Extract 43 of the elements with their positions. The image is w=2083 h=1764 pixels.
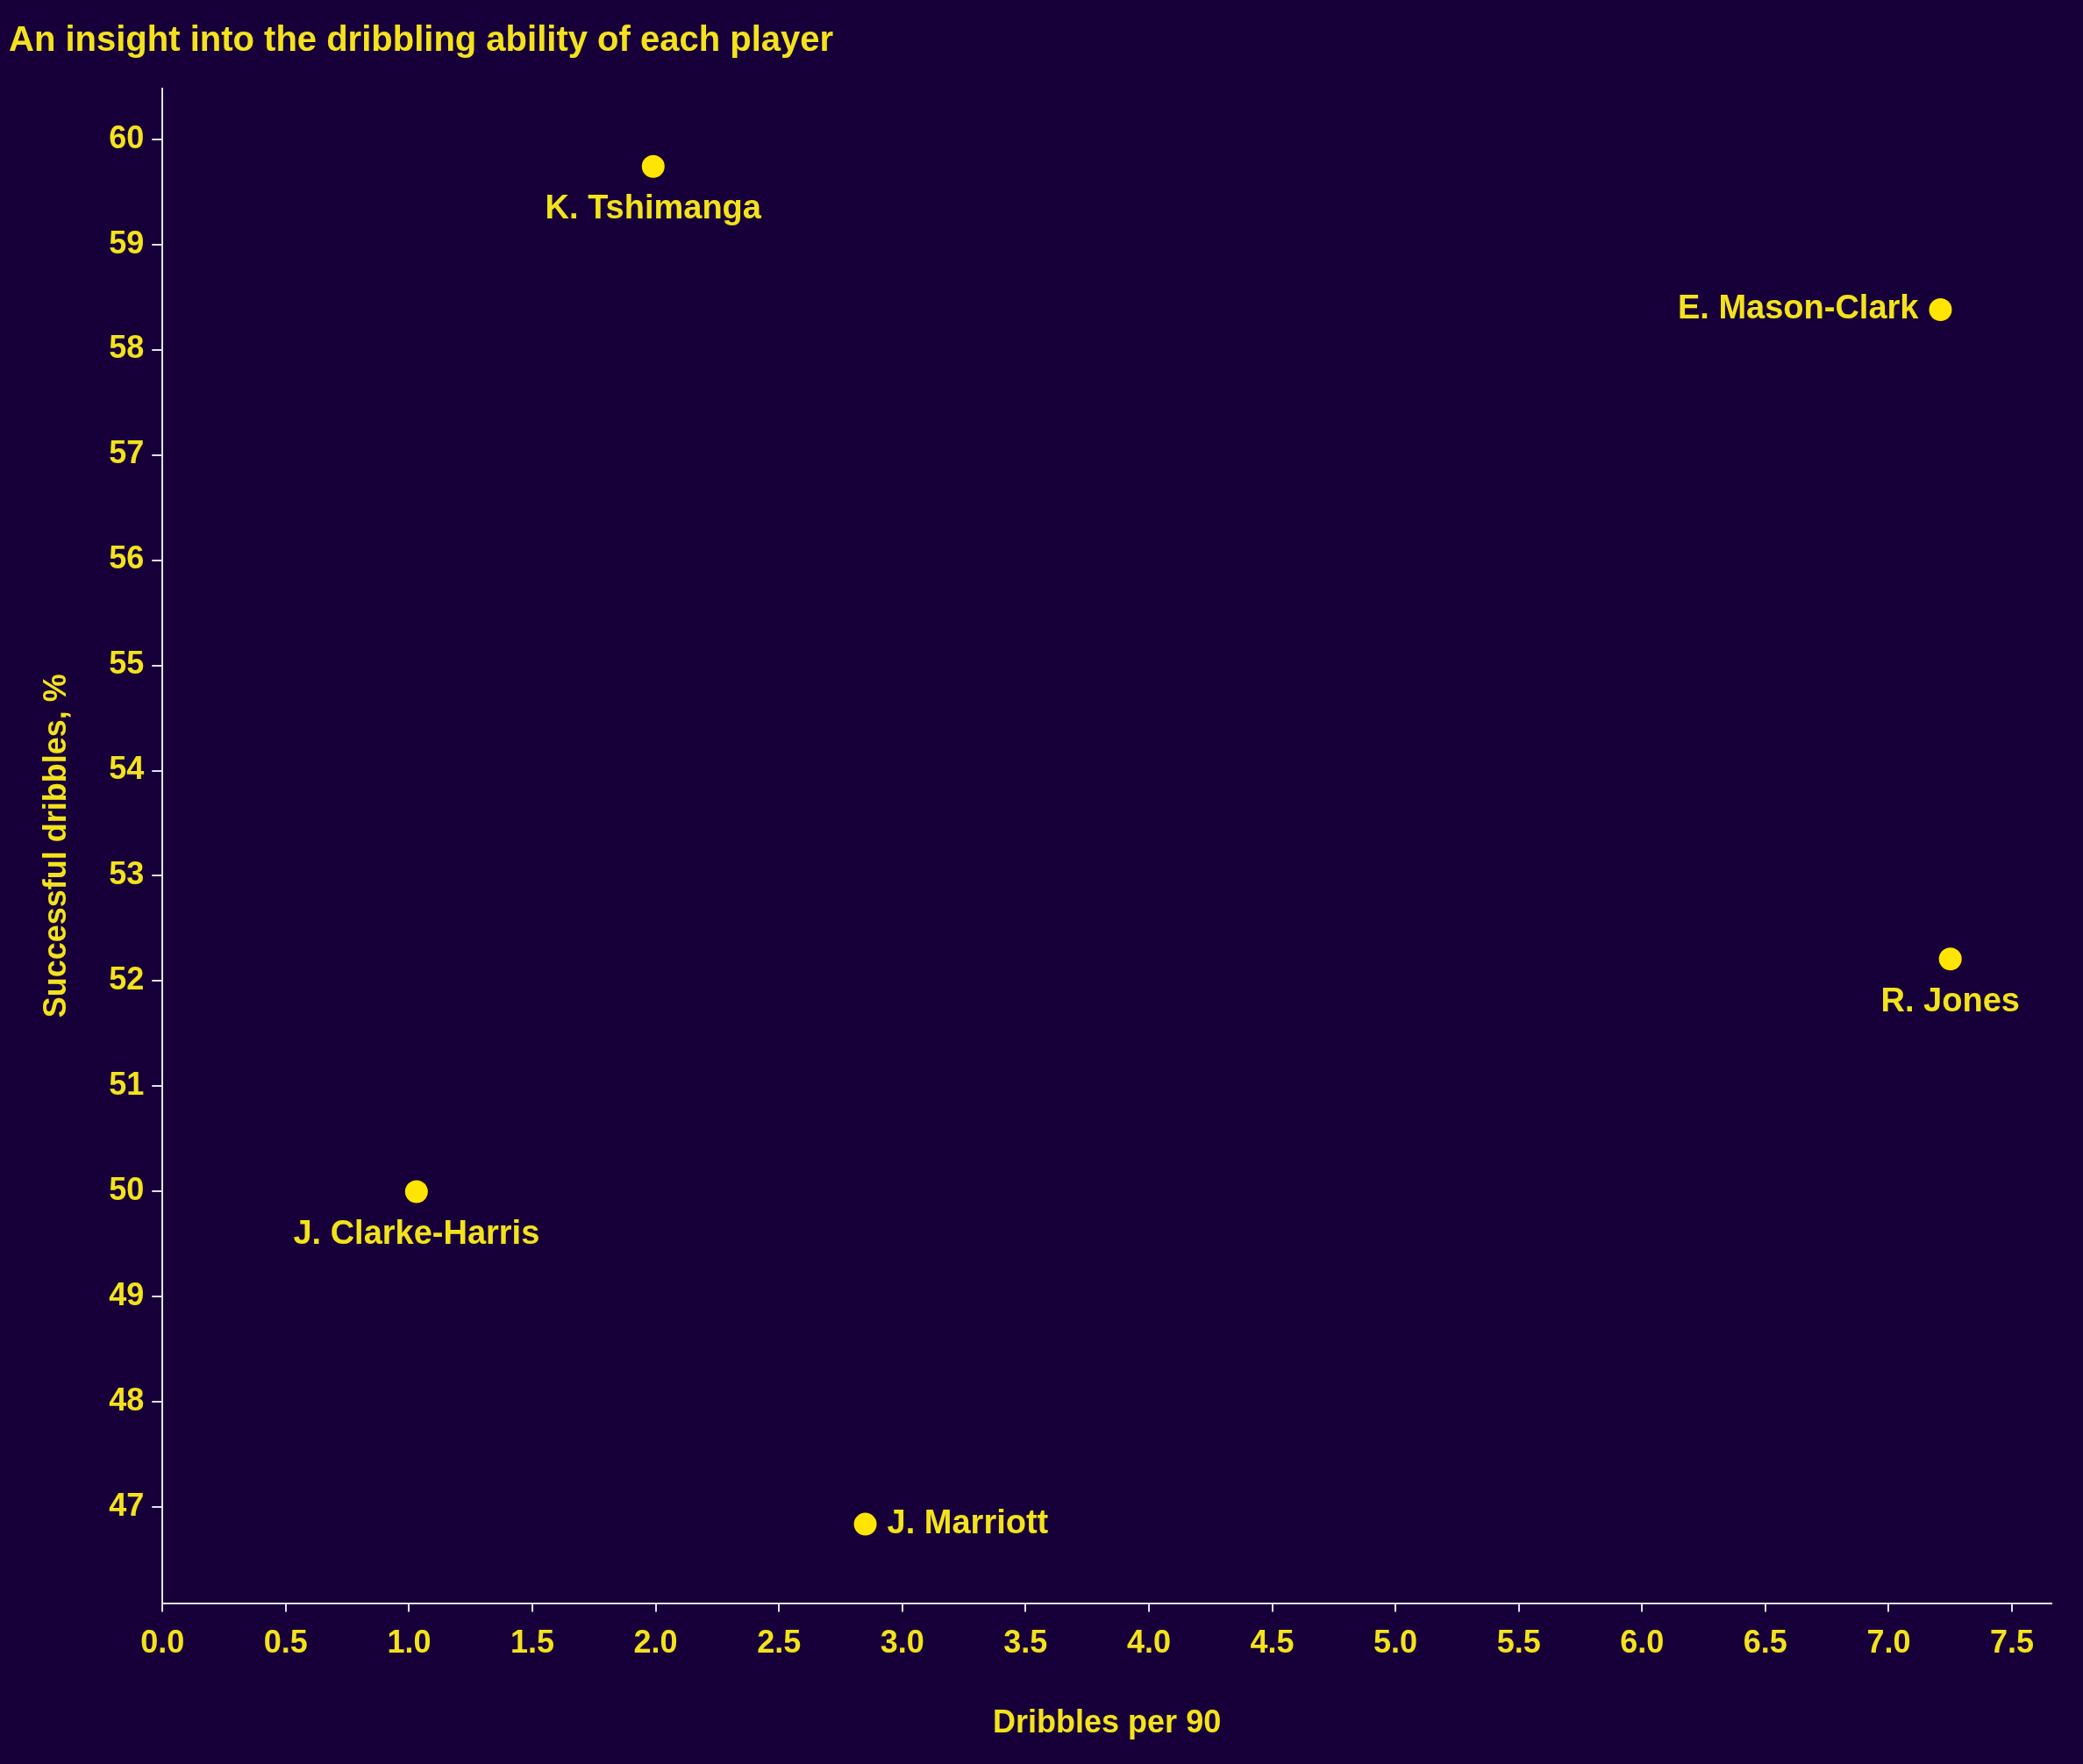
point [404,1180,428,1203]
x-axis-title: Dribbles per 90 [993,1703,1222,1740]
x-tick-label: 3.0 [880,1624,924,1660]
chart-title: An insight into the dribbling ability of each player [9,19,834,59]
x-tick-label: 5.5 [1496,1624,1541,1660]
annotation: E. Mason-Clark [1677,289,1920,326]
y-tick-label: 55 [109,645,145,682]
y-tick-label: 57 [109,434,145,471]
x-tick-label: 1.0 [387,1624,432,1660]
y-tick-label: 60 [109,118,145,155]
y-tick-label: 54 [109,750,145,787]
x-tick-label: 1.5 [510,1624,555,1660]
y-tick-label: 51 [109,1066,145,1103]
x-tick-label: 4.0 [1126,1624,1171,1660]
point [641,154,665,178]
x-tick-label: 6.5 [1743,1624,1787,1660]
x-tick-label: 7.0 [1866,1624,1911,1660]
y-tick-label: 56 [109,539,145,576]
y-tick-label: 49 [109,1276,145,1313]
x-tick-label: 0.0 [140,1624,185,1660]
annotation: R. Jones [1880,981,2020,1018]
point [853,1512,877,1536]
x-tick-label: 3.5 [1003,1624,1048,1660]
x-tick-label: 7.5 [1989,1624,2035,1660]
y-axis-title: Successful dribbles, % [36,674,73,1018]
x-tick-label: 5.0 [1373,1624,1418,1660]
x-tick-label: 2.5 [757,1624,802,1660]
x-tick-label: 0.5 [263,1624,308,1660]
y-tick-label: 48 [109,1382,145,1418]
y-tick-label: 53 [109,855,145,892]
point [1938,947,1962,971]
x-tick-label: 6.0 [1620,1624,1665,1660]
y-tick-label: 47 [109,1487,145,1524]
y-tick-label: 58 [109,329,145,366]
annotation: K. Tshimanga [545,189,762,226]
x-tick-label: 2.0 [633,1624,678,1660]
annotation: J. Clarke-Harris [293,1213,540,1251]
y-tick-label: 50 [109,1171,145,1208]
x-tick-label: 4.5 [1250,1624,1295,1660]
y-tick-label: 59 [109,224,145,261]
y-tick-label: 52 [109,961,145,997]
point [1929,297,1952,321]
annotation: J. Marriott [887,1503,1049,1541]
